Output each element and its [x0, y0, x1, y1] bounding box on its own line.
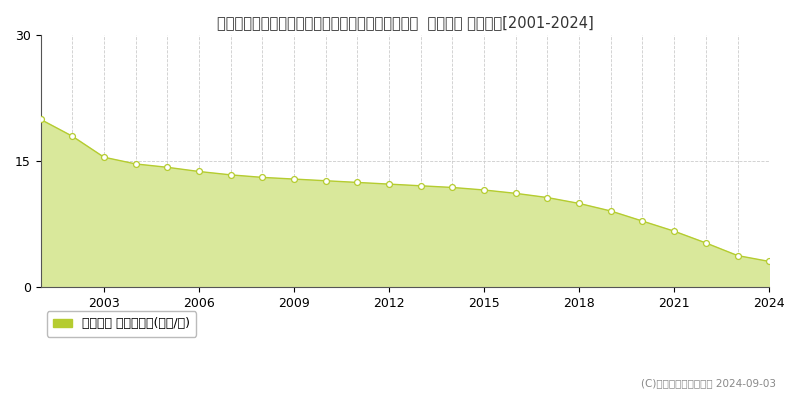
Point [414, 182, 427, 189]
Point [66, 133, 78, 139]
Text: (C)土地価格ドットコム 2024-09-03: (C)土地価格ドットコム 2024-09-03 [641, 378, 776, 388]
Point [762, 258, 775, 265]
Point [636, 218, 649, 224]
Point [98, 154, 110, 160]
Point [382, 181, 395, 187]
Point [256, 174, 269, 180]
Point [224, 172, 237, 178]
Point [541, 194, 554, 201]
Point [446, 184, 459, 191]
Point [130, 161, 142, 167]
Point [510, 190, 522, 196]
Point [573, 200, 586, 207]
Point [731, 252, 744, 259]
Legend: 地価公示 平均坪単価(万円/坪): 地価公示 平均坪単価(万円/坪) [47, 311, 196, 337]
Point [604, 208, 617, 214]
Point [161, 164, 174, 170]
Point [319, 178, 332, 184]
Point [193, 168, 206, 175]
Title: 愛知県知多郡南知多町大字山海字荒布越１２０番２  地価公示 地価推移[2001-2024]: 愛知県知多郡南知多町大字山海字荒布越１２０番２ 地価公示 地価推移[2001-2… [217, 15, 594, 30]
Point [668, 228, 681, 234]
Point [288, 176, 301, 182]
Point [351, 179, 364, 186]
Point [699, 240, 712, 246]
Point [34, 116, 47, 122]
Point [478, 187, 490, 193]
